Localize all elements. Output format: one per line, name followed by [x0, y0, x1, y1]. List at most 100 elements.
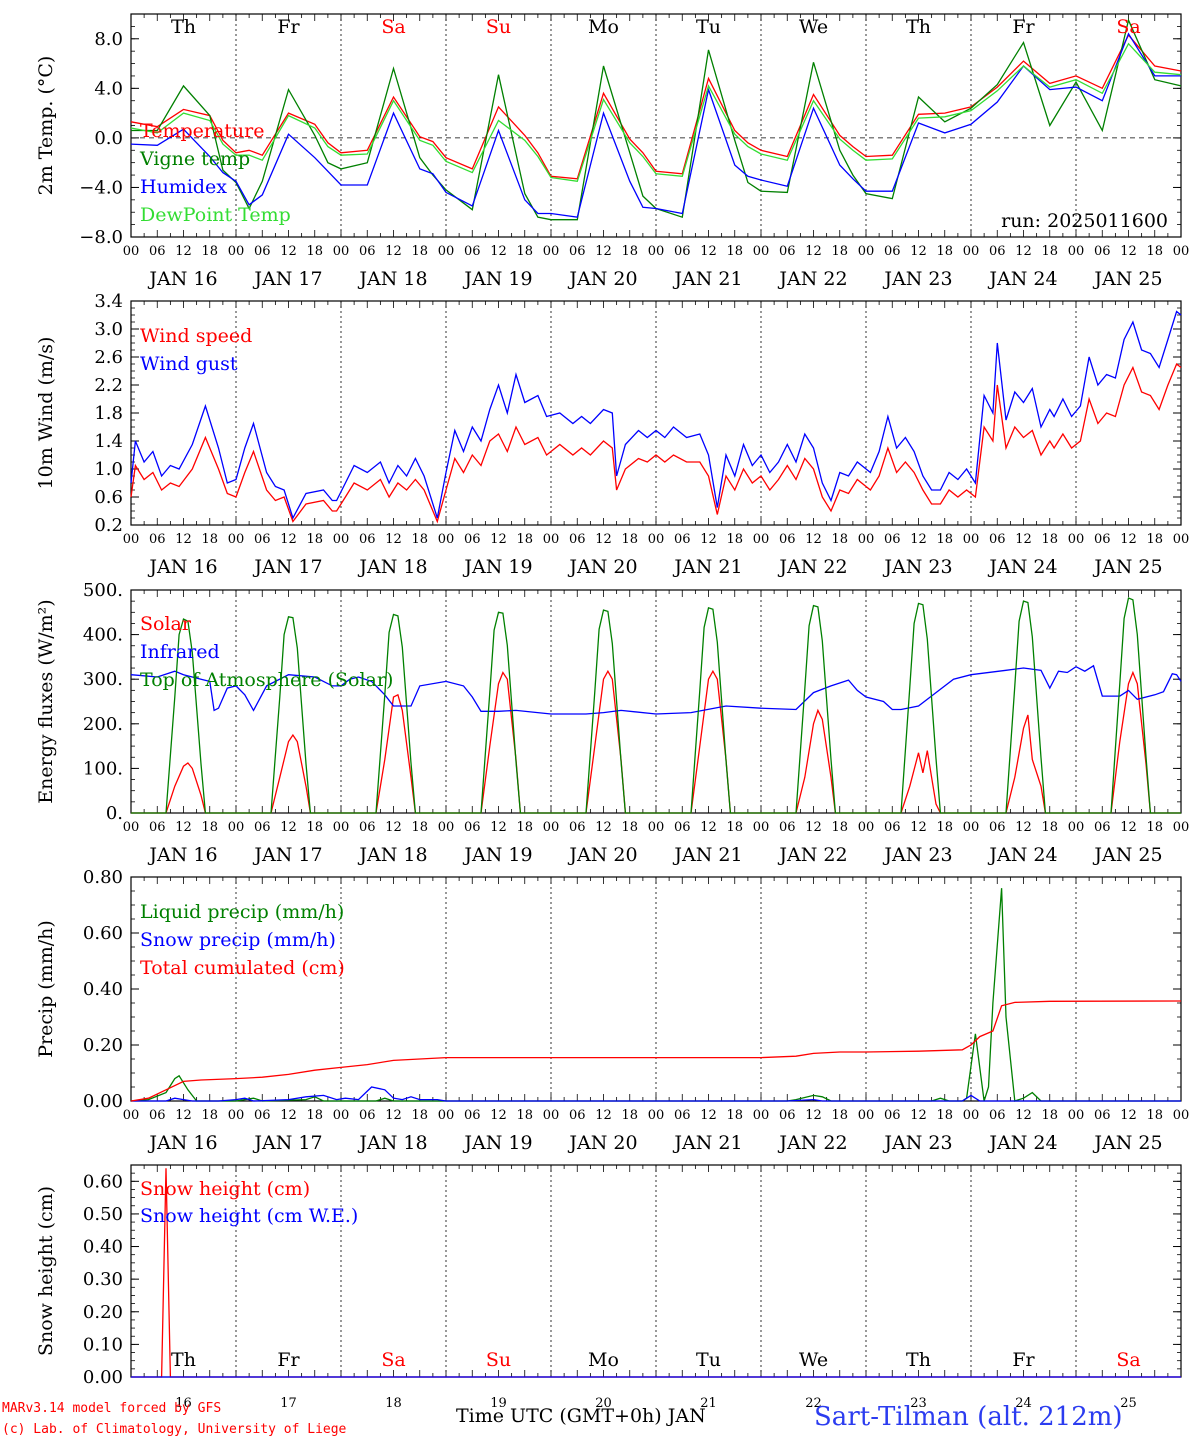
series-line-temperature — [130, 33, 1182, 180]
hour-tick-label: 12 — [175, 1108, 192, 1123]
hour-tick-label: 18 — [306, 532, 323, 547]
hour-tick-label: 06 — [359, 1108, 376, 1123]
y-tick-label: 3.4 — [94, 291, 123, 312]
date-label: JAN 16 — [147, 844, 217, 866]
weekday-label: Mo — [588, 16, 619, 38]
time-axis-label: Time UTC (GMT+0h) JAN — [456, 1405, 706, 1427]
hour-tick-label: 12 — [805, 532, 822, 547]
hour-tick-label: 06 — [989, 1108, 1006, 1123]
hour-tick-label: 06 — [569, 532, 586, 547]
hour-tick-label: 18 — [831, 1108, 848, 1123]
date-label: JAN 17 — [252, 268, 322, 290]
weekday-label: Fr — [1012, 1349, 1035, 1371]
hour-tick-label: 12 — [175, 820, 192, 835]
y-tick-label: 4.0 — [94, 78, 123, 99]
hour-tick-label: 00 — [858, 1108, 875, 1123]
hour-tick-label: 18 — [516, 1108, 533, 1123]
y-tick-label: 100. — [83, 758, 123, 779]
legend-entry: Wind gust — [140, 353, 238, 375]
series-line-wind-speed — [130, 362, 1182, 524]
hour-tick-label: 00 — [1173, 532, 1190, 547]
hour-tick-label: 06 — [1094, 1108, 1111, 1123]
hour-tick-label: 00 — [858, 244, 875, 259]
hour-tick-label: 12 — [280, 820, 297, 835]
weekday-label: Sa — [381, 1349, 405, 1371]
legend-entry: Wind speed — [140, 325, 252, 347]
hour-tick-label: 18 — [411, 532, 428, 547]
legend-entry: Top of Atmosphere (Solar) — [140, 669, 393, 691]
legend-entry: Temperature — [140, 120, 264, 142]
hour-tick-label: 12 — [1015, 244, 1032, 259]
date-label: JAN 22 — [777, 556, 847, 578]
y-tick-label: 0.50 — [83, 1204, 123, 1225]
day-number-label: 19 — [490, 1396, 507, 1411]
hour-tick-label: 00 — [228, 532, 245, 547]
hour-tick-label: 06 — [884, 820, 901, 835]
hour-tick-label: 00 — [753, 820, 770, 835]
run-label: run: 2025011600 — [1001, 210, 1168, 232]
date-label: JAN 18 — [357, 556, 427, 578]
date-label: JAN 21 — [672, 844, 742, 866]
hour-tick-label: 18 — [726, 532, 743, 547]
hour-tick-label: 12 — [385, 1108, 402, 1123]
credit-line-2: (c) Lab. of Climatology, University of L… — [2, 1422, 347, 1437]
y-tick-label: 8.0 — [94, 29, 123, 50]
station-name: Sart-Tilman (alt. 212m) — [814, 1402, 1123, 1432]
y-tick-label: 2.2 — [94, 375, 123, 396]
date-label: JAN 20 — [567, 1132, 637, 1154]
date-label: JAN 23 — [882, 268, 952, 290]
date-label: JAN 18 — [357, 844, 427, 866]
legend-entry: Infrared — [140, 641, 220, 663]
hour-tick-label: 18 — [1041, 1108, 1058, 1123]
weekday-label: We — [799, 1349, 828, 1371]
y-tick-label: 0.60 — [83, 923, 123, 944]
hour-tick-label: 12 — [280, 532, 297, 547]
panel-4: 0.00 0.20 0.40 0.60 0.80 Precip (mm/h) Liquid … — [35, 867, 1189, 1154]
date-label: JAN 19 — [462, 844, 532, 866]
date-label: JAN 25 — [1092, 556, 1162, 578]
hour-tick-label: 18 — [621, 820, 638, 835]
hour-tick-label: 18 — [936, 820, 953, 835]
hour-tick-label: 06 — [149, 1108, 166, 1123]
hour-tick-label: 00 — [543, 820, 560, 835]
weekday-label: Tu — [696, 16, 721, 38]
y-tick-label: 0.30 — [83, 1269, 123, 1290]
date-label: JAN 16 — [147, 268, 217, 290]
panel-1: −8.0 −4.0 0.0 4.0 8.0 2m Temp. (°C) Temperatur… — [35, 13, 1189, 290]
date-label: JAN 24 — [987, 556, 1057, 578]
hour-tick-label: 00 — [1068, 820, 1085, 835]
hour-tick-label: 12 — [700, 1108, 717, 1123]
hour-tick-label: 12 — [1015, 820, 1032, 835]
date-label: JAN 17 — [252, 556, 322, 578]
day-number-label: 16 — [175, 1396, 192, 1411]
y-tick-label: 2.6 — [94, 347, 123, 368]
hour-tick-label: 00 — [123, 1108, 140, 1123]
hour-tick-label: 18 — [411, 820, 428, 835]
date-label: JAN 25 — [1092, 1132, 1162, 1154]
legend-entry: Snow height (cm) — [140, 1178, 310, 1200]
hour-tick-label: 06 — [779, 532, 796, 547]
hour-tick-label: 18 — [516, 820, 533, 835]
panel-5: 0.00 0.10 0.20 0.30 0.40 0.50 0.60 Snow height … — [35, 1164, 1182, 1411]
hour-tick-label: 12 — [1120, 532, 1137, 547]
date-label: JAN 21 — [672, 268, 742, 290]
hour-tick-label: 12 — [595, 532, 612, 547]
hour-tick-label: 06 — [1094, 532, 1111, 547]
hour-tick-label: 18 — [411, 244, 428, 259]
hour-tick-label: 18 — [1041, 532, 1058, 547]
hour-tick-label: 06 — [464, 820, 481, 835]
hour-tick-label: 06 — [884, 532, 901, 547]
hour-tick-label: 18 — [726, 1108, 743, 1123]
hour-tick-label: 12 — [1015, 1108, 1032, 1123]
y-tick-label: 0.80 — [83, 867, 123, 888]
hour-tick-label: 06 — [569, 820, 586, 835]
hour-tick-label: 18 — [621, 1108, 638, 1123]
hour-tick-label: 06 — [149, 820, 166, 835]
date-label: JAN 20 — [567, 844, 637, 866]
hour-tick-label: 18 — [936, 1108, 953, 1123]
hour-tick-label: 00 — [228, 244, 245, 259]
y-tick-label: 0.60 — [83, 1171, 123, 1192]
hour-tick-label: 12 — [805, 244, 822, 259]
y-tick-label: 400. — [83, 625, 123, 646]
hour-tick-label: 18 — [411, 1108, 428, 1123]
